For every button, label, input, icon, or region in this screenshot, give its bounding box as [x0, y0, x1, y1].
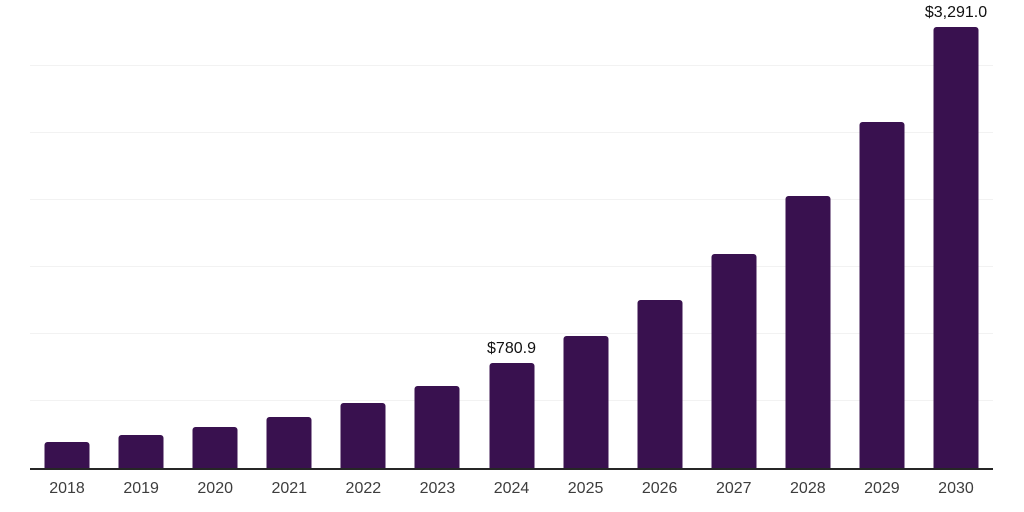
bar-2018	[44, 441, 90, 468]
bar-2025	[563, 336, 609, 468]
bar-2021	[266, 417, 312, 468]
bar-value-label-2030: $3,291.0	[924, 4, 988, 22]
x-tick-2021: 2021	[271, 480, 308, 497]
x-tick-2029: 2029	[864, 480, 900, 497]
bar-slot-2021	[252, 0, 326, 468]
bar-2020	[192, 427, 238, 468]
x-tick-2030: 2030	[938, 480, 974, 497]
bar-2029	[859, 122, 905, 468]
x-tick-2022: 2022	[345, 480, 382, 497]
x-tick-2025: 2025	[567, 480, 604, 497]
x-tick-2023: 2023	[419, 480, 456, 497]
bar-slot-2020	[178, 0, 252, 468]
bar-2022	[340, 403, 386, 468]
bar-slot-2028	[771, 0, 845, 468]
bar-slots: $780.9 $3,291.0	[30, 0, 993, 468]
x-tick-2026: 2026	[641, 480, 678, 497]
bar-slot-2027	[697, 0, 771, 468]
bar-2024	[489, 363, 534, 468]
gridline-3000	[30, 65, 993, 66]
bar-2027	[711, 254, 757, 468]
bar-slot-2023	[400, 0, 474, 468]
x-tick-2024: 2024	[493, 480, 530, 497]
bar-slot-2029	[845, 0, 919, 468]
bar-2028	[785, 196, 831, 468]
x-tick-2027: 2027	[715, 480, 752, 497]
bar-2019	[118, 435, 164, 468]
bar-2026	[637, 299, 683, 468]
x-tick-2020: 2020	[197, 480, 233, 497]
x-tick-2018: 2018	[49, 480, 85, 497]
bar-value-label-2024: $780.9	[487, 340, 536, 358]
plot-area: $780.9 $3,291.0	[30, 0, 993, 470]
x-axis: 2018 2019 2020 2021 2022 2023 2024 2025 2026 2027…	[30, 479, 993, 500]
gridline-2000	[30, 199, 993, 200]
bar-2030	[933, 27, 979, 468]
bar-slot-2022	[326, 0, 400, 468]
gridline-2500	[30, 132, 993, 133]
bar-2023	[414, 386, 460, 468]
x-tick-2019: 2019	[123, 480, 159, 497]
bar-slot-2018	[30, 0, 104, 468]
x-tick-2028: 2028	[790, 480, 826, 497]
gridline-1000	[30, 333, 993, 334]
bar-slot-2025	[549, 0, 623, 468]
bar-slot-2030: $3,291.0	[919, 0, 993, 468]
bar-slot-2019	[104, 0, 178, 468]
bar-slot-2026	[623, 0, 697, 468]
gridline-1500	[30, 266, 993, 267]
bar-slot-2024: $780.9	[474, 0, 548, 468]
